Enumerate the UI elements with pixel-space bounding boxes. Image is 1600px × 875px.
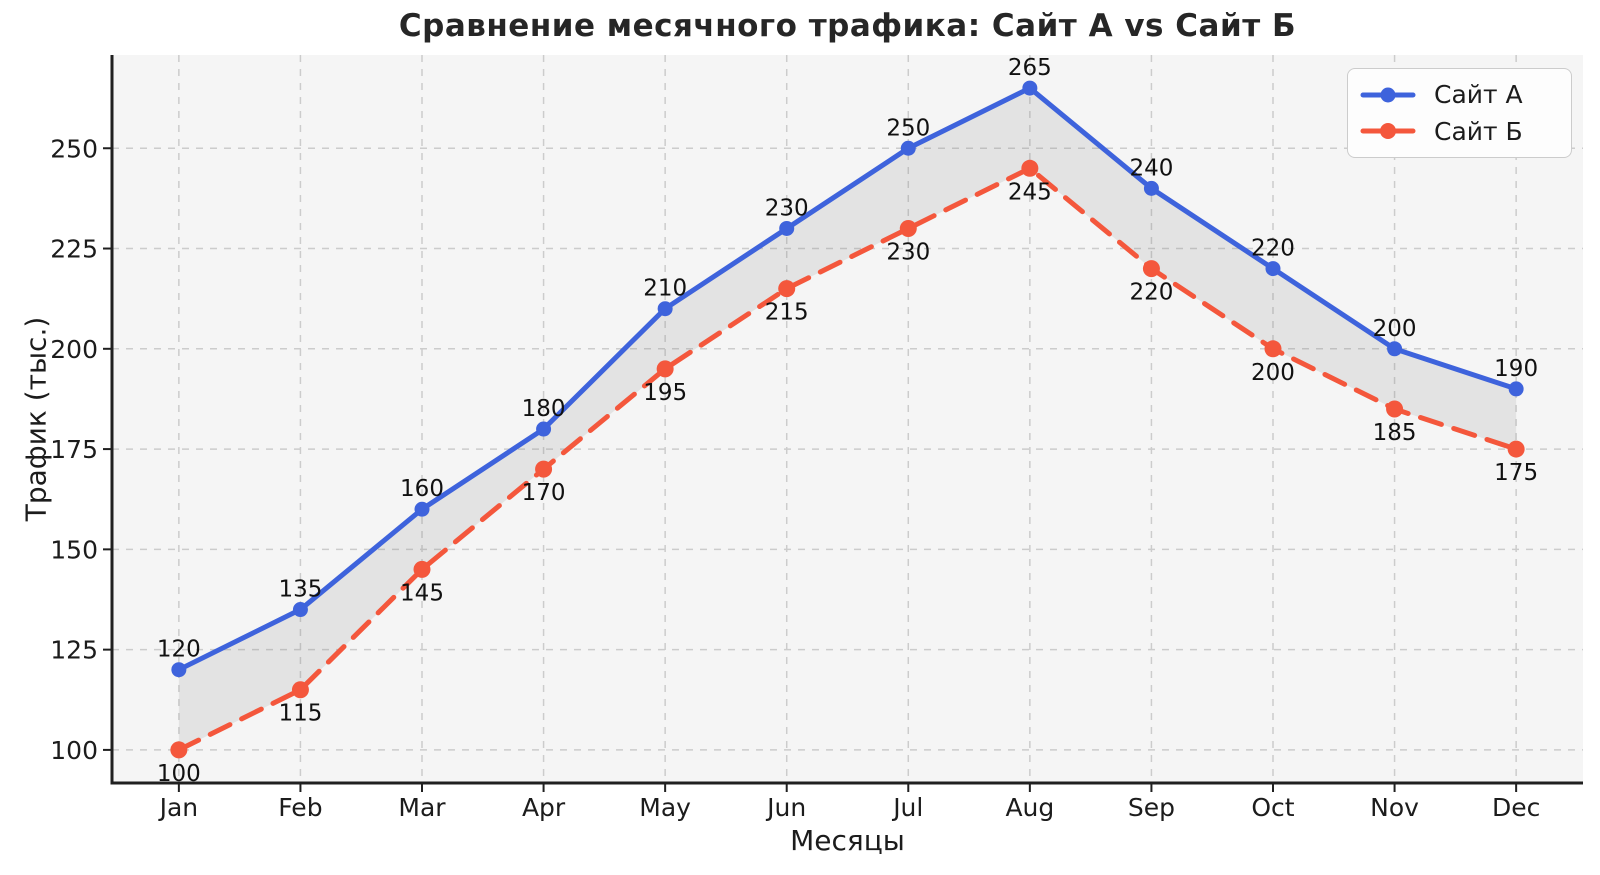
chart-title: Сравнение месячного трафика: Сайт А vs С… xyxy=(398,8,1297,44)
x-axis-label: Месяцы xyxy=(790,824,905,857)
svg-text:220: 220 xyxy=(1129,280,1173,306)
svg-text:225: 225 xyxy=(50,235,98,264)
svg-text:Jun: Jun xyxy=(765,793,806,822)
svg-text:190: 190 xyxy=(1494,356,1538,382)
svg-text:200: 200 xyxy=(50,335,98,364)
svg-text:Mar: Mar xyxy=(398,793,446,822)
y-tick-labels: 100 125 150 175 200 225 250 xyxy=(50,134,98,765)
svg-text:145: 145 xyxy=(400,580,444,606)
y-axis-label: Трафик (тыс.) xyxy=(19,316,53,522)
legend-swatch-site-a-icon xyxy=(1360,87,1416,103)
x-tick-labels: Jan Feb Mar Apr May Jun Jul Aug Sep Oct Nov Dec xyxy=(158,793,1541,822)
svg-text:215: 215 xyxy=(765,300,809,326)
legend-item-site-b: Сайт Б xyxy=(1360,117,1559,146)
series-markers-0 xyxy=(171,80,1524,678)
svg-text:245: 245 xyxy=(1008,179,1052,205)
svg-text:250: 250 xyxy=(886,115,930,141)
svg-text:210: 210 xyxy=(643,276,687,302)
svg-text:250: 250 xyxy=(50,134,98,163)
svg-text:Sep: Sep xyxy=(1128,793,1175,822)
svg-text:175: 175 xyxy=(1494,460,1538,486)
svg-text:Jan: Jan xyxy=(158,793,199,822)
series-markers-1 xyxy=(170,159,1525,759)
svg-text:Aug: Aug xyxy=(1005,793,1054,822)
svg-text:160: 160 xyxy=(400,476,444,502)
svg-text:May: May xyxy=(639,793,691,822)
svg-text:240: 240 xyxy=(1129,155,1173,181)
svg-text:125: 125 xyxy=(50,636,98,665)
svg-text:Feb: Feb xyxy=(278,793,322,822)
svg-text:135: 135 xyxy=(278,577,322,603)
legend: Сайт А Сайт Б xyxy=(1347,68,1572,158)
tick-marks xyxy=(103,147,1518,792)
svg-text:Dec: Dec xyxy=(1492,793,1540,822)
legend-item-site-a: Сайт А xyxy=(1360,80,1559,109)
svg-text:200: 200 xyxy=(1251,360,1295,386)
point-labels: 1201351601802102302502652402202001901001… xyxy=(157,55,1538,787)
series-line-1 xyxy=(176,165,1519,753)
svg-text:265: 265 xyxy=(1008,55,1052,81)
svg-text:Jul: Jul xyxy=(891,793,923,822)
svg-text:180: 180 xyxy=(522,396,566,422)
svg-text:100: 100 xyxy=(50,736,98,765)
series-line-0 xyxy=(176,85,1519,673)
gridlines xyxy=(112,55,1583,783)
legend-label-site-b: Сайт Б xyxy=(1434,116,1523,146)
svg-text:175: 175 xyxy=(50,435,98,464)
svg-text:Nov: Nov xyxy=(1370,793,1419,822)
fill-between-area xyxy=(178,88,1517,750)
svg-text:195: 195 xyxy=(643,380,687,406)
legend-label-site-a: Сайт А xyxy=(1434,80,1523,110)
svg-text:185: 185 xyxy=(1373,420,1417,446)
svg-text:230: 230 xyxy=(765,195,809,221)
svg-text:115: 115 xyxy=(278,701,322,727)
svg-text:150: 150 xyxy=(50,535,98,564)
plot-background xyxy=(112,55,1583,783)
svg-text:200: 200 xyxy=(1373,316,1417,342)
legend-swatch-site-b-icon xyxy=(1360,123,1416,140)
axis-spines xyxy=(110,55,1583,785)
svg-text:120: 120 xyxy=(157,637,201,663)
svg-text:Oct: Oct xyxy=(1251,793,1294,822)
svg-text:170: 170 xyxy=(522,480,566,506)
svg-text:Apr: Apr xyxy=(522,793,566,822)
svg-text:220: 220 xyxy=(1251,236,1295,262)
svg-text:230: 230 xyxy=(886,239,930,265)
